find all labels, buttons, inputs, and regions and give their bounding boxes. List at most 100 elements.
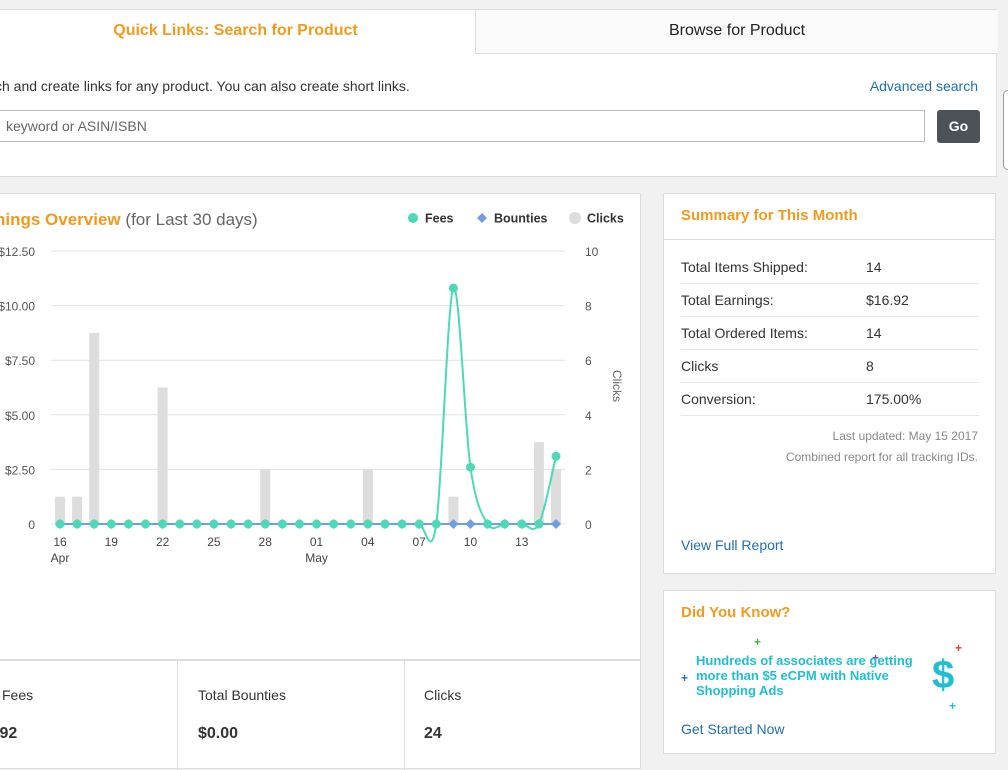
summary-panel: Summary for This Month Total Items Shipp… [663,193,996,574]
clicks-bar [55,496,65,524]
tab-browse-for-product[interactable]: Browse for Product [475,10,998,54]
legend-fees-marker [408,213,418,223]
fees-point [141,519,151,529]
fees-point [72,519,82,529]
summary-row-items-shipped: Total Items Shipped: 14 [681,250,979,284]
fees-point [448,283,458,293]
quick-links-panel: Quick Links: Search for Product Browse f… [0,9,998,177]
fees-point [431,519,441,529]
earnings-chart: $12.50$10.00$7.50$5.00$2.5001086420Click… [0,212,624,566]
total-clicks-value: 24 [424,725,442,742]
quick-links-description: ch and create links for any product. You… [0,78,410,94]
x-tick-label: 25 [207,535,221,549]
clicks-bar [157,387,168,524]
total-bounties-value: $0.00 [198,725,239,742]
fees-point [55,519,65,529]
fees-point [175,519,185,529]
fees-point [346,519,356,529]
summary-row-earnings: Total Earnings: $16.92 [681,283,979,317]
earnings-overview-panel: $12.50 $10.00 $7.50 $5.00 $2.50 0 10 8 6 4 2 0 Click… [0,193,641,660]
y-right-tick-label: 4 [585,409,592,423]
total-clicks-cell: Clicks 24 [405,661,641,770]
legend-bounties-marker [477,213,487,223]
summary-row-ordered-items: Total Ordered Items: 14 [681,316,979,350]
earnings-subtitle: (for Last 30 days) [125,210,258,229]
clicks-bar [89,332,100,524]
fees-point [294,519,304,529]
bounties-point [465,519,476,529]
y-right-tick-label: 0 [585,518,592,532]
legend-bounties-label: Bounties [494,212,548,226]
summary-row-value: 14 [866,325,882,341]
x-tick-label: 16 [53,535,67,549]
side-tab-handle[interactable] [1003,90,1008,170]
total-fees-cell: l Fees .92 [0,661,177,770]
sparkle-icon: + [872,651,880,665]
go-button[interactable]: Go [937,110,980,143]
x-tick-label: 10 [464,535,478,549]
fees-point [329,519,339,529]
clicks-bar [260,469,271,524]
fees-point [106,519,116,529]
summary-row-label: Total Ordered Items: [681,325,808,341]
summary-row-conversion: Conversion: 175.00% [681,382,979,416]
combined-report-note: Combined report for all tracking IDs. [785,450,978,464]
fees-point [363,519,373,529]
legend-fees-label: Fees [425,212,454,226]
y-left-tick-label: $2.50 [5,463,35,477]
total-fees-value: .92 [0,725,18,742]
did-you-know-title: Did You Know? [681,604,791,621]
x-month-label: May [305,551,328,565]
fees-point [551,451,561,461]
native-ads-promo-text[interactable]: Hundreds of associates are getting more … [696,653,913,698]
tab-search-for-product[interactable]: Quick Links: Search for Product [0,10,476,54]
x-tick-label: 22 [156,535,170,549]
advanced-search-link[interactable]: Advanced search [869,78,978,94]
fees-point [380,519,390,529]
earnings-title: nings Overview (for Last 30 days) [0,210,258,230]
y-left-tick-label: $5.00 [5,409,35,423]
clicks-bar [72,496,83,524]
total-bounties-label: Total Bounties [198,687,286,703]
fees-point [158,519,168,529]
fees-point [243,519,253,529]
dollar-icon: $ [932,653,955,697]
did-you-know-panel: Did You Know? + + + + + Hundreds of asso… [663,590,996,754]
summary-row-label: Total Items Shipped: [681,259,808,275]
fees-point [123,519,133,529]
fees-point [209,519,219,529]
y-left-tick-label: $10.00 [0,300,35,314]
total-fees-label: l Fees [0,687,34,703]
view-full-report-link[interactable]: View Full Report [681,537,784,553]
product-search-input[interactable] [0,111,924,141]
summary-row-label: Conversion: [681,391,756,407]
fees-point [277,519,287,529]
fees-point [397,519,407,529]
clicks-bar [551,469,561,524]
sparkle-icon: + [681,671,689,685]
fees-point [260,519,270,529]
x-tick-label: 13 [515,535,529,549]
summary-row-clicks: Clicks 8 [681,349,979,383]
total-bounties-cell: Total Bounties $0.00 [178,661,404,770]
y-right-tick-label: 8 [585,300,592,314]
y-left-tick-label: $12.50 [0,245,35,259]
fees-point [465,462,475,472]
y-right-tick-label: 10 [585,245,599,259]
x-tick-label: 28 [259,535,273,549]
summary-row-value: 14 [866,259,882,275]
x-tick-label: 19 [105,535,119,549]
summary-row-value: 175.00% [866,391,922,407]
total-clicks-label: Clicks [424,687,462,703]
fees-point [517,519,527,529]
fees-point [312,519,322,529]
get-started-now-link[interactable]: Get Started Now [681,721,785,737]
last-updated-note: Last updated: May 15 2017 [832,429,978,443]
fees-point [483,519,493,529]
fees-point [192,519,202,529]
clicks-bar [448,496,459,524]
fees-point [534,519,544,529]
totals-divider [177,661,178,770]
legend-clicks-label: Clicks [587,212,624,226]
summary-row-label: Clicks [681,358,719,374]
